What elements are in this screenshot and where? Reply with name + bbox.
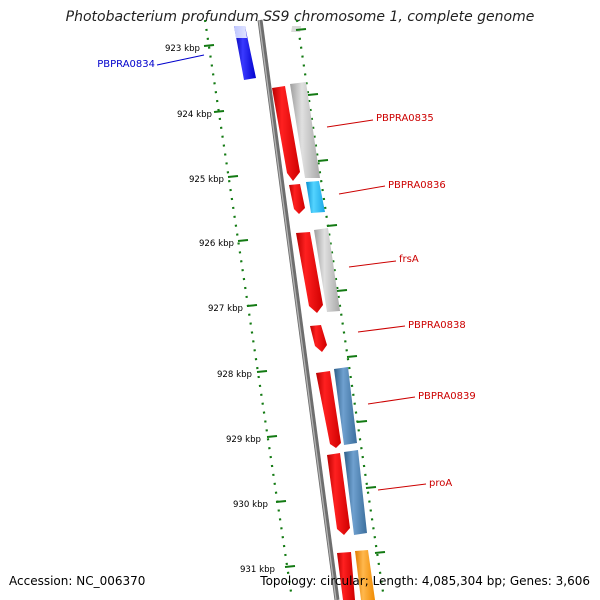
gene-label-text-pbpra0836[interactable]: PBPRA0836 xyxy=(388,180,446,191)
tick-925: 925 kbp xyxy=(189,175,239,185)
tick-928: 928 kbp xyxy=(217,370,268,380)
topology-label: Topology: xyxy=(260,574,317,588)
cog-block-bottom xyxy=(355,550,375,600)
tick-926: 926 kbp xyxy=(199,239,249,249)
gene-label-text-pbpra0839[interactable]: PBPRA0839 xyxy=(418,391,476,402)
gene-label-proa[interactable]: proA xyxy=(377,478,452,491)
cds-pbpra0839[interactable] xyxy=(316,371,341,448)
tick-924: 924 kbp xyxy=(177,110,225,120)
cds-frsa[interactable] xyxy=(296,232,323,313)
genes-label: Genes: xyxy=(509,574,552,588)
tick-927: 927 kbp xyxy=(208,304,258,314)
map-title: Photobacterium profundum SS9 chromosome … xyxy=(65,9,535,25)
genome-stats: Topology: circular; Length: 4,085,304 bp… xyxy=(260,574,590,588)
tick-label-923: 923 kbp xyxy=(165,44,200,54)
right-tick-track xyxy=(295,19,385,593)
cog-block-pbpra0835 xyxy=(290,82,320,178)
length-value: 4,085,304 bp xyxy=(421,574,502,588)
topology-value: circular xyxy=(320,574,365,588)
cog-block-pbpra0836 xyxy=(306,181,325,213)
cog-block-proa xyxy=(344,450,367,535)
cog-block-pbpra0839 xyxy=(334,367,357,445)
gene-label-text-frsa[interactable]: frsA xyxy=(399,254,419,265)
backbone-line xyxy=(257,19,340,600)
tick-label-925: 925 kbp xyxy=(189,175,224,185)
gene-label-frsa[interactable]: frsA xyxy=(348,254,419,268)
genes-value: 3,606 xyxy=(555,574,590,588)
gene-label-pbpra0834[interactable]: PBPRA0834 xyxy=(97,54,205,70)
gene-label-pbpra0835[interactable]: PBPRA0835 xyxy=(326,113,434,128)
gene-label-pbpra0836[interactable]: PBPRA0836 xyxy=(338,180,446,195)
tick-label-931: 931 kbp xyxy=(240,565,275,575)
tick-label-929: 929 kbp xyxy=(226,435,261,445)
cds-pbpra0835[interactable] xyxy=(272,86,300,181)
tick-label-930: 930 kbp xyxy=(233,500,268,510)
gene-label-pbpra0838[interactable]: PBPRA0838 xyxy=(357,320,466,333)
gene-label-text-proa[interactable]: proA xyxy=(429,478,452,489)
right-ticks xyxy=(295,28,386,554)
tick-931: 931 kbp xyxy=(240,565,296,575)
accession-label: Accession: xyxy=(9,574,73,588)
tick-label-927: 927 kbp xyxy=(208,304,243,314)
tick-label-928: 928 kbp xyxy=(217,370,252,380)
length-label: Length: xyxy=(372,574,419,588)
gene-label-text-pbpra0838[interactable]: PBPRA0838 xyxy=(408,320,466,331)
tick-label-926: 926 kbp xyxy=(199,239,234,249)
backbone-highlight xyxy=(258,19,337,600)
tick-930: 930 kbp xyxy=(233,500,287,510)
accession-value: NC_006370 xyxy=(76,574,146,588)
gene-label-text-pbpra0835[interactable]: PBPRA0835 xyxy=(376,113,434,124)
gene-block-pbpra0834[interactable] xyxy=(234,26,256,80)
cds-pbpra0836[interactable] xyxy=(289,184,305,214)
gene-label-text-pbpra0834[interactable]: PBPRA0834 xyxy=(97,59,155,70)
tick-923: 923 kbp xyxy=(165,44,215,54)
cog-block-frsa xyxy=(314,228,340,312)
gene-block-pbpra0834-pale xyxy=(234,26,247,38)
cds-proa[interactable] xyxy=(327,453,350,535)
cds-bottom[interactable] xyxy=(337,552,355,600)
gene-label-pbpra0839[interactable]: PBPRA0839 xyxy=(367,391,476,405)
tick-label-924: 924 kbp xyxy=(177,110,212,120)
cds-pbpra0838[interactable] xyxy=(310,325,327,352)
accession-info: Accession: NC_006370 xyxy=(9,574,145,588)
tick-929: 929 kbp xyxy=(226,435,278,445)
